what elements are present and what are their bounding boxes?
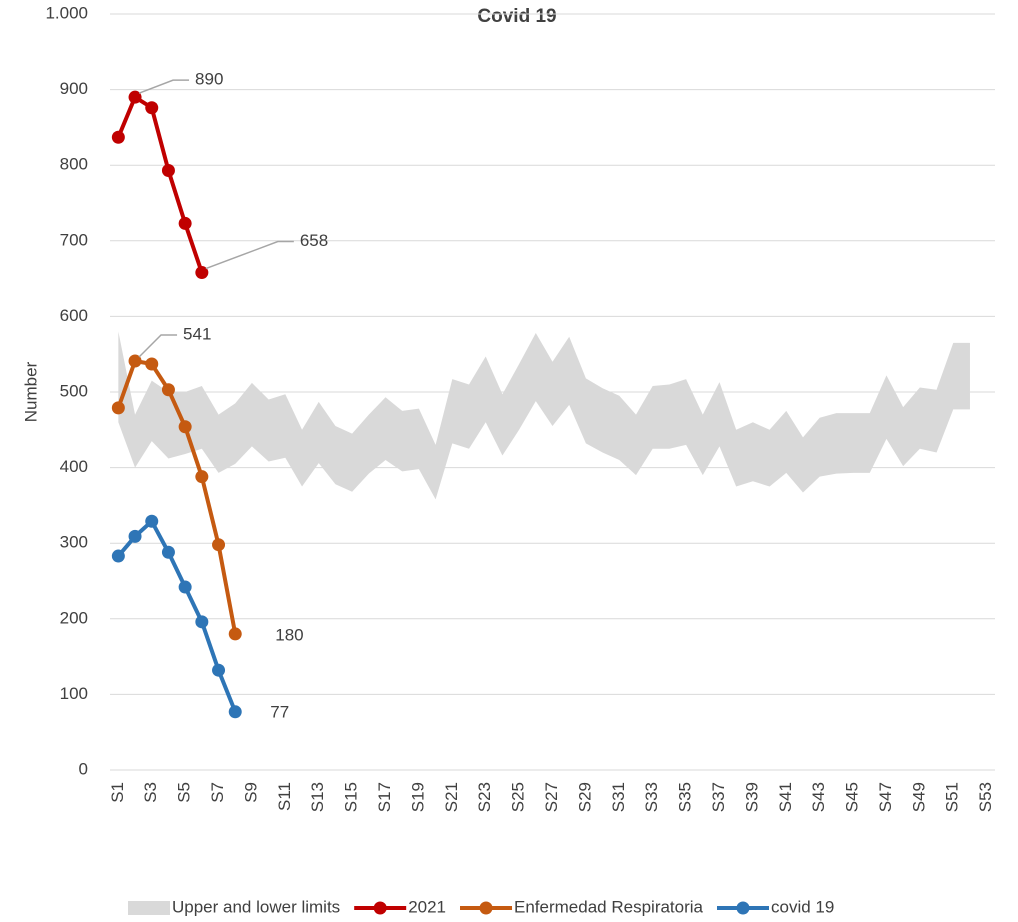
x-tick-label: S29 xyxy=(575,782,594,812)
y-tick-label: 300 xyxy=(60,533,88,552)
y-tick-label: 1.000 xyxy=(45,3,88,22)
series-marker xyxy=(178,420,192,434)
x-tick-label: S41 xyxy=(776,782,795,812)
series-marker xyxy=(145,514,159,528)
series-marker xyxy=(178,216,192,230)
x-tick-label: S45 xyxy=(843,782,862,812)
x-tick-label: S15 xyxy=(342,782,361,812)
band-area xyxy=(118,331,970,500)
series-marker xyxy=(228,705,242,719)
series-marker xyxy=(111,549,125,563)
x-tick-label: S5 xyxy=(175,782,194,803)
x-tick-label: S49 xyxy=(909,782,928,812)
x-tick-label: S23 xyxy=(475,782,494,812)
series-marker xyxy=(195,266,209,280)
data-label: 180 xyxy=(275,625,303,644)
y-tick-label: 0 xyxy=(79,759,88,778)
x-tick-label: S43 xyxy=(809,782,828,812)
y-tick-label: 400 xyxy=(60,457,88,476)
series-marker xyxy=(212,663,226,677)
series-marker xyxy=(161,383,175,397)
data-label: 890 xyxy=(195,70,223,89)
x-tick-label: S1 xyxy=(108,782,127,803)
x-tick-label: S3 xyxy=(141,782,160,803)
x-tick-label: S39 xyxy=(742,782,761,812)
series-marker xyxy=(212,538,226,552)
x-tick-label: S35 xyxy=(676,782,695,812)
x-tick-label: S25 xyxy=(509,782,528,812)
series-marker xyxy=(161,163,175,177)
series-line xyxy=(116,95,204,274)
x-tick-label: S31 xyxy=(609,782,628,812)
legend-label: 2021 xyxy=(408,897,446,916)
leader-line xyxy=(205,240,294,270)
data-label: 658 xyxy=(300,231,328,250)
series-marker xyxy=(178,580,192,594)
series-marker xyxy=(111,401,125,415)
series-marker xyxy=(228,627,242,641)
x-tick-label: S17 xyxy=(375,782,394,812)
series-marker xyxy=(128,90,142,104)
x-tick-label: S51 xyxy=(943,782,962,812)
series-marker xyxy=(128,354,142,368)
x-tick-label: S33 xyxy=(642,782,661,812)
legend-label: Enfermedad Respiratoria xyxy=(514,897,704,916)
leader-line xyxy=(138,79,190,94)
data-label: 77 xyxy=(270,702,289,721)
y-tick-label: 500 xyxy=(60,381,88,400)
legend-label: covid 19 xyxy=(771,897,834,916)
leader-line xyxy=(138,334,178,358)
y-tick-label: 800 xyxy=(60,155,88,174)
series-marker xyxy=(111,130,125,144)
x-tick-label: S11 xyxy=(275,782,294,811)
y-axis-label: Number xyxy=(21,361,40,422)
x-tick-label: S47 xyxy=(876,782,895,812)
series-marker xyxy=(145,101,159,115)
series-marker xyxy=(128,529,142,543)
legend-swatch xyxy=(479,901,493,915)
y-tick-label: 200 xyxy=(60,608,88,627)
series-marker xyxy=(195,615,209,629)
y-tick-label: 900 xyxy=(60,79,88,98)
x-tick-label: S9 xyxy=(241,782,260,803)
x-tick-label: S53 xyxy=(976,782,995,812)
x-tick-label: S7 xyxy=(208,782,227,803)
chart-title: Covid 19 xyxy=(477,6,556,27)
x-tick-label: S37 xyxy=(709,782,728,812)
y-tick-label: 100 xyxy=(60,684,88,703)
legend-label: Upper and lower limits xyxy=(172,897,340,916)
data-label: 541 xyxy=(183,324,211,343)
legend-swatch xyxy=(373,901,387,915)
series-marker xyxy=(195,470,209,484)
legend-swatch xyxy=(736,901,750,915)
y-tick-label: 600 xyxy=(60,306,88,325)
legend-swatch xyxy=(128,901,170,915)
x-tick-label: S13 xyxy=(308,782,327,812)
series-marker xyxy=(145,357,159,371)
x-tick-label: S27 xyxy=(542,782,561,812)
x-tick-label: S21 xyxy=(442,782,461,812)
series-marker xyxy=(161,545,175,559)
x-tick-label: S19 xyxy=(408,782,427,812)
y-tick-label: 700 xyxy=(60,230,88,249)
